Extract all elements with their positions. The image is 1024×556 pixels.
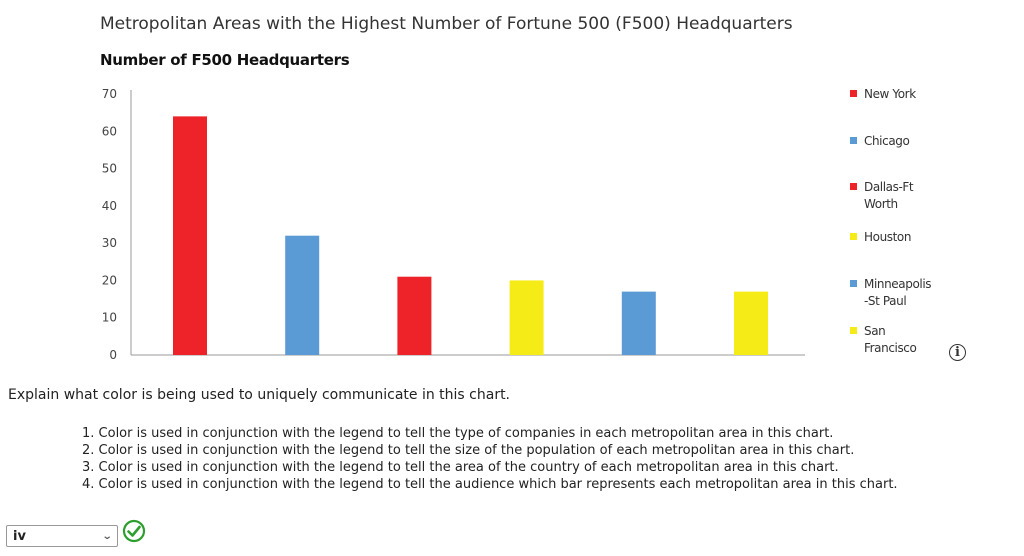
y-axis-title: Number of F500 Headquarters <box>100 51 350 69</box>
legend-swatch <box>850 137 857 144</box>
legend-label: San <box>864 324 885 338</box>
legend-label: Minneapolis <box>864 277 931 291</box>
legend-swatch <box>850 280 857 287</box>
bar <box>734 291 768 355</box>
answer-dropdown[interactable]: iv ⌄ <box>6 525 118 547</box>
bar-chart: 0 10 20 30 40 50 60 70 New York Chicago Dallas-Ft W… <box>102 87 932 362</box>
option-3: 3. Color is used in conjunction with the… <box>82 460 839 475</box>
answer-dropdown-value: iv <box>13 528 26 544</box>
y-tick-label: 50 <box>102 162 117 176</box>
legend-label: -St Paul <box>864 294 906 308</box>
legend-swatch <box>850 90 857 97</box>
bar <box>173 116 207 355</box>
option-2: 2. Color is used in conjunction with the… <box>82 443 855 458</box>
question-prompt: Explain what color is being used to uniq… <box>8 387 511 403</box>
y-tick-label: 20 <box>102 273 117 287</box>
bar <box>285 235 320 355</box>
y-tick-label: 70 <box>102 87 117 101</box>
legend-label: Worth <box>864 197 898 211</box>
y-tick-label: 40 <box>102 199 117 213</box>
option-4: 4. Color is used in conjunction with the… <box>82 477 898 492</box>
legend-label: Houston <box>864 230 911 244</box>
legend-swatch <box>850 327 857 334</box>
answer-options: 1. Color is used in conjunction with the… <box>82 425 898 493</box>
y-tick-label: 30 <box>102 236 117 250</box>
legend-swatch <box>850 233 857 240</box>
bar <box>509 280 544 355</box>
legend-label: Francisco <box>864 341 917 355</box>
info-icon[interactable]: i <box>949 344 966 361</box>
y-tick-label: 0 <box>109 348 117 362</box>
legend-swatch <box>850 183 857 190</box>
chart-title: Metropolitan Areas with the Highest Numb… <box>100 14 793 34</box>
legend-label: Chicago <box>864 134 909 148</box>
legend-label: New York <box>864 87 916 101</box>
legend-label: Dallas-Ft <box>864 180 914 194</box>
check-circle-icon <box>122 519 146 543</box>
y-tick-label: 60 <box>102 124 117 138</box>
option-1: 1. Color is used in conjunction with the… <box>82 426 834 441</box>
y-tick-label: 10 <box>102 311 117 325</box>
chevron-down-icon: ⌄ <box>101 530 113 542</box>
bar <box>621 291 656 355</box>
bar <box>397 276 432 355</box>
